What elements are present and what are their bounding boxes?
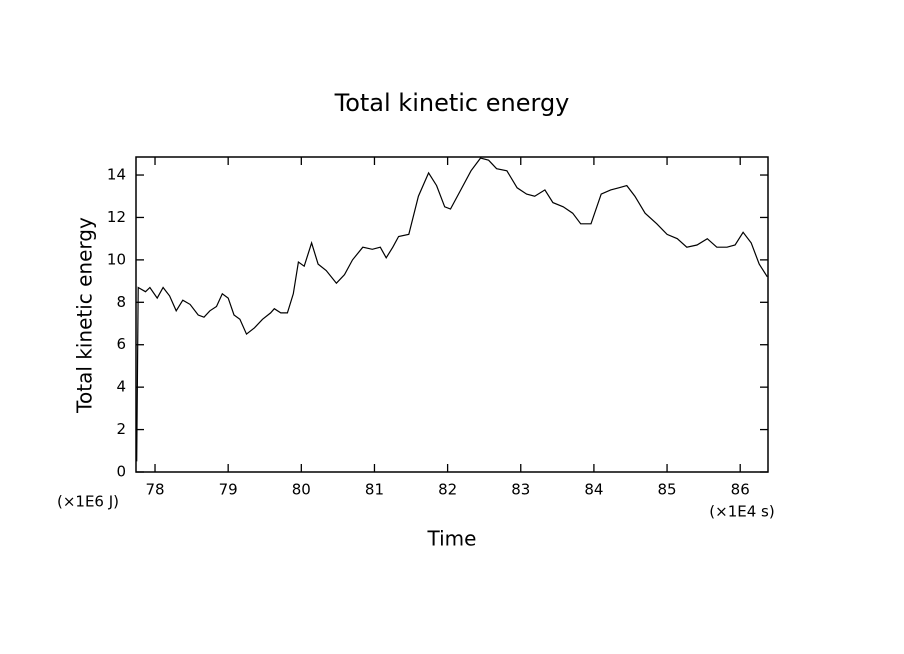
x-tick-label: 85 bbox=[658, 481, 677, 499]
y-axis-title: Total kinetic energy bbox=[73, 217, 97, 414]
chart-title: Total kinetic energy bbox=[334, 89, 570, 117]
plot-frame bbox=[135, 156, 769, 473]
x-axis-title: Time bbox=[427, 527, 477, 551]
y-unit: (×1E6 J) bbox=[57, 493, 119, 511]
x-tick-label: 78 bbox=[145, 481, 164, 499]
y-tick-label: 12 bbox=[107, 208, 126, 226]
data-line bbox=[136, 157, 768, 462]
x-unit: (×1E4 s) bbox=[709, 503, 774, 521]
x-tick-label: 80 bbox=[292, 481, 311, 499]
y-tick-label: 0 bbox=[116, 463, 126, 481]
x-tick-label: 79 bbox=[219, 481, 238, 499]
y-tick-label: 6 bbox=[116, 335, 126, 353]
y-tick-label: 10 bbox=[107, 250, 126, 268]
x-tick-label: 81 bbox=[365, 481, 384, 499]
y-tick-label: 4 bbox=[116, 378, 126, 396]
y-tick-label: 2 bbox=[116, 420, 126, 438]
x-tick-label: 83 bbox=[511, 481, 530, 499]
y-tick-label: 8 bbox=[116, 293, 126, 311]
x-tick-label: 86 bbox=[731, 481, 750, 499]
x-tick-label: 82 bbox=[438, 481, 457, 499]
x-tick-label: 84 bbox=[584, 481, 603, 499]
y-tick-label: 14 bbox=[107, 166, 126, 184]
